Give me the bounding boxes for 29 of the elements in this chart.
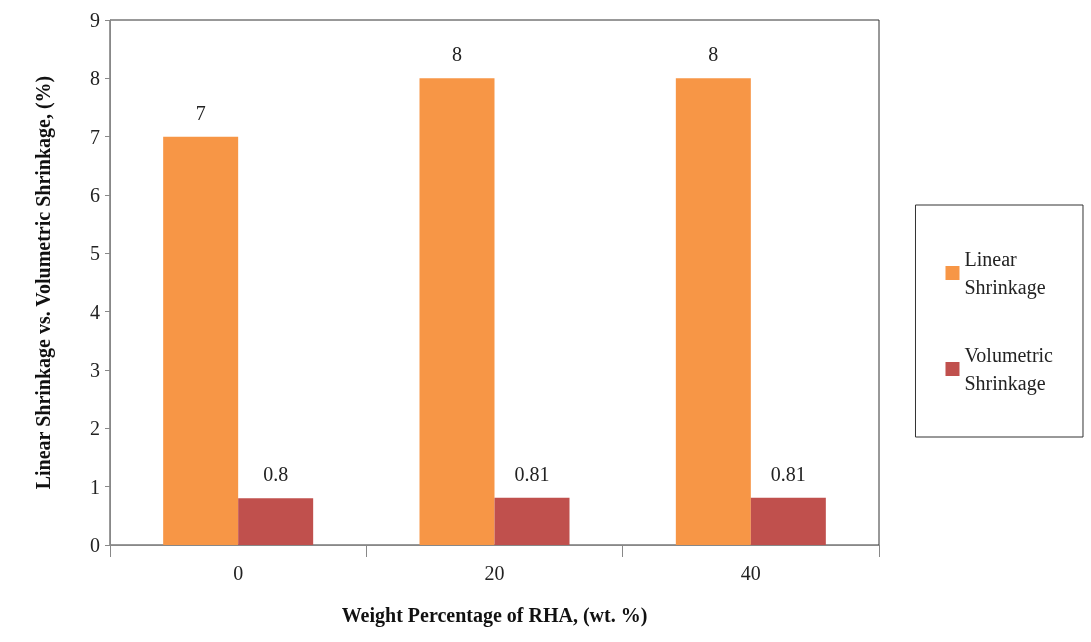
y-tick-label: 9 — [90, 9, 100, 31]
x-axis-title: Weight Percentage of RHA, (wt. %) — [341, 604, 648, 627]
y-tick-label: 3 — [90, 359, 100, 381]
y-tick-label: 6 — [90, 184, 100, 206]
y-tick-label: 4 — [90, 300, 100, 323]
bar — [494, 497, 570, 545]
data-label: 8 — [708, 43, 719, 66]
legend-label: Linear Shrinkage — [964, 248, 1046, 299]
bar — [163, 136, 239, 545]
data-label: 0.81 — [514, 462, 550, 485]
y-tick-label: 8 — [90, 67, 100, 90]
x-tick-label: 20 — [484, 562, 505, 584]
y-tick-label: 5 — [90, 242, 100, 265]
y-tick-label: 7 — [90, 125, 100, 148]
x-tick-label: 0 — [233, 562, 244, 584]
data-label: 8 — [452, 43, 462, 66]
data-label: 0.81 — [770, 462, 806, 485]
x-tick-label: 40 — [740, 562, 761, 584]
bar — [419, 78, 495, 545]
data-label: 0.8 — [263, 463, 289, 486]
y-tick-label: 0 — [90, 534, 100, 556]
y-tick-label: 1 — [90, 475, 100, 498]
y-tick-label: 2 — [90, 417, 100, 440]
y-axis-title: Linear Shrinkage vs. Volumetric Shrinkage, (%) — [32, 75, 55, 490]
bar — [238, 498, 314, 545]
bar — [750, 497, 826, 545]
bar — [675, 78, 751, 545]
data-label: 7 — [195, 101, 206, 124]
legend-label: Volumetric Shrinkage — [964, 344, 1054, 395]
